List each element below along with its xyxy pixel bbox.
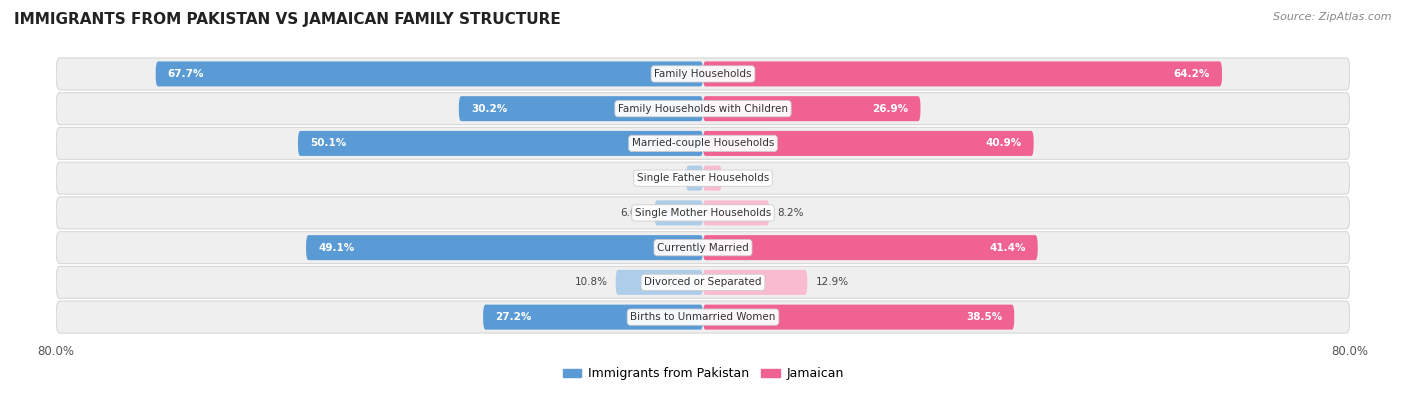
Text: 2.3%: 2.3%	[730, 173, 756, 183]
FancyBboxPatch shape	[703, 62, 1222, 87]
Text: Births to Unmarried Women: Births to Unmarried Women	[630, 312, 776, 322]
FancyBboxPatch shape	[56, 266, 1350, 298]
FancyBboxPatch shape	[484, 305, 703, 329]
Text: 49.1%: 49.1%	[318, 243, 354, 253]
FancyBboxPatch shape	[156, 62, 703, 87]
Text: 50.1%: 50.1%	[311, 138, 346, 149]
FancyBboxPatch shape	[56, 231, 1350, 263]
Legend: Immigrants from Pakistan, Jamaican: Immigrants from Pakistan, Jamaican	[558, 362, 848, 386]
FancyBboxPatch shape	[458, 96, 703, 121]
Text: 38.5%: 38.5%	[966, 312, 1002, 322]
Text: 10.8%: 10.8%	[575, 277, 607, 288]
FancyBboxPatch shape	[703, 96, 921, 121]
Text: 41.4%: 41.4%	[988, 243, 1025, 253]
Text: Currently Married: Currently Married	[657, 243, 749, 253]
Text: Family Households with Children: Family Households with Children	[619, 103, 787, 114]
Text: 64.2%: 64.2%	[1174, 69, 1211, 79]
Text: 12.9%: 12.9%	[815, 277, 848, 288]
Text: 30.2%: 30.2%	[471, 103, 508, 114]
FancyBboxPatch shape	[307, 235, 703, 260]
Text: Family Households: Family Households	[654, 69, 752, 79]
FancyBboxPatch shape	[298, 131, 703, 156]
FancyBboxPatch shape	[703, 131, 1033, 156]
Text: Single Father Households: Single Father Households	[637, 173, 769, 183]
Text: 40.9%: 40.9%	[986, 138, 1022, 149]
FancyBboxPatch shape	[654, 200, 703, 226]
FancyBboxPatch shape	[703, 305, 1014, 329]
FancyBboxPatch shape	[56, 301, 1350, 333]
FancyBboxPatch shape	[56, 197, 1350, 229]
Text: IMMIGRANTS FROM PAKISTAN VS JAMAICAN FAMILY STRUCTURE: IMMIGRANTS FROM PAKISTAN VS JAMAICAN FAM…	[14, 12, 561, 27]
FancyBboxPatch shape	[703, 270, 807, 295]
Text: Divorced or Separated: Divorced or Separated	[644, 277, 762, 288]
FancyBboxPatch shape	[56, 93, 1350, 125]
FancyBboxPatch shape	[703, 200, 769, 226]
Text: 8.2%: 8.2%	[778, 208, 804, 218]
FancyBboxPatch shape	[616, 270, 703, 295]
FancyBboxPatch shape	[703, 166, 721, 191]
FancyBboxPatch shape	[56, 128, 1350, 160]
FancyBboxPatch shape	[56, 58, 1350, 90]
Text: 2.1%: 2.1%	[651, 173, 678, 183]
Text: 27.2%: 27.2%	[495, 312, 531, 322]
FancyBboxPatch shape	[686, 166, 703, 191]
FancyBboxPatch shape	[703, 235, 1038, 260]
Text: 6.0%: 6.0%	[620, 208, 647, 218]
Text: 67.7%: 67.7%	[167, 69, 204, 79]
Text: Source: ZipAtlas.com: Source: ZipAtlas.com	[1274, 12, 1392, 22]
Text: Single Mother Households: Single Mother Households	[636, 208, 770, 218]
FancyBboxPatch shape	[56, 162, 1350, 194]
Text: 26.9%: 26.9%	[872, 103, 908, 114]
Text: Married-couple Households: Married-couple Households	[631, 138, 775, 149]
